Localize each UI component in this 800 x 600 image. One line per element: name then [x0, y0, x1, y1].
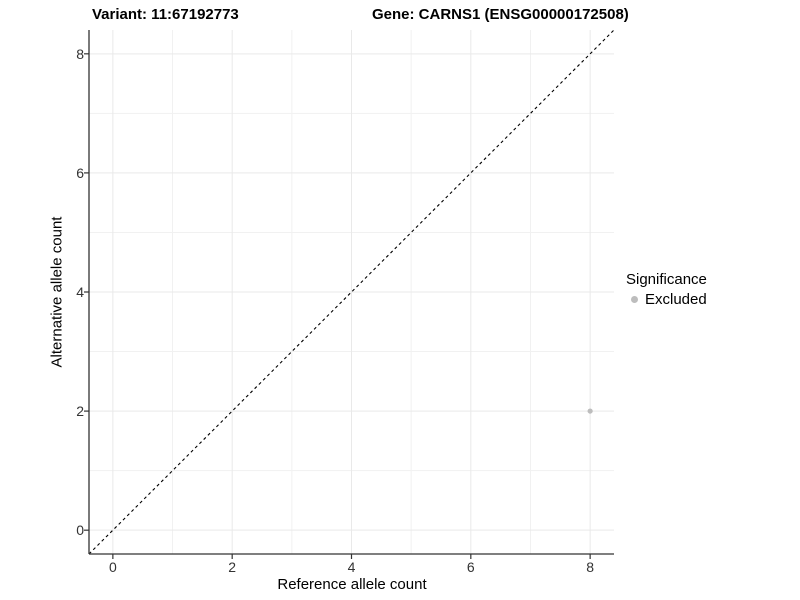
y-tick-label: 0	[76, 522, 84, 539]
legend-key-dot-icon	[631, 296, 638, 303]
x-tick-label: 2	[228, 559, 237, 575]
y-tick-label: 2	[76, 403, 84, 420]
plot-title-gene: Gene: CARNS1 (ENSG00000172508)	[372, 6, 629, 23]
legend: Significance Excluded	[626, 271, 707, 308]
legend-item-label: Excluded	[645, 291, 707, 308]
y-tick-label: 4	[76, 284, 84, 300]
x-tick-label: 6	[466, 559, 475, 575]
identity-dashed-line	[88, 29, 615, 555]
data-point	[587, 408, 593, 414]
legend-title: Significance	[626, 271, 707, 288]
plot-title-variant: Variant: 11:67192773	[92, 6, 239, 23]
x-tick-label: 8	[586, 559, 595, 575]
legend-item-excluded: Excluded	[631, 291, 707, 308]
x-tick-label: 4	[347, 559, 356, 575]
x-axis-title: Reference allele count	[277, 576, 427, 593]
x-tick-label: 0	[108, 559, 117, 575]
y-tick-label: 6	[76, 164, 84, 181]
y-tick-label: 8	[76, 45, 84, 62]
